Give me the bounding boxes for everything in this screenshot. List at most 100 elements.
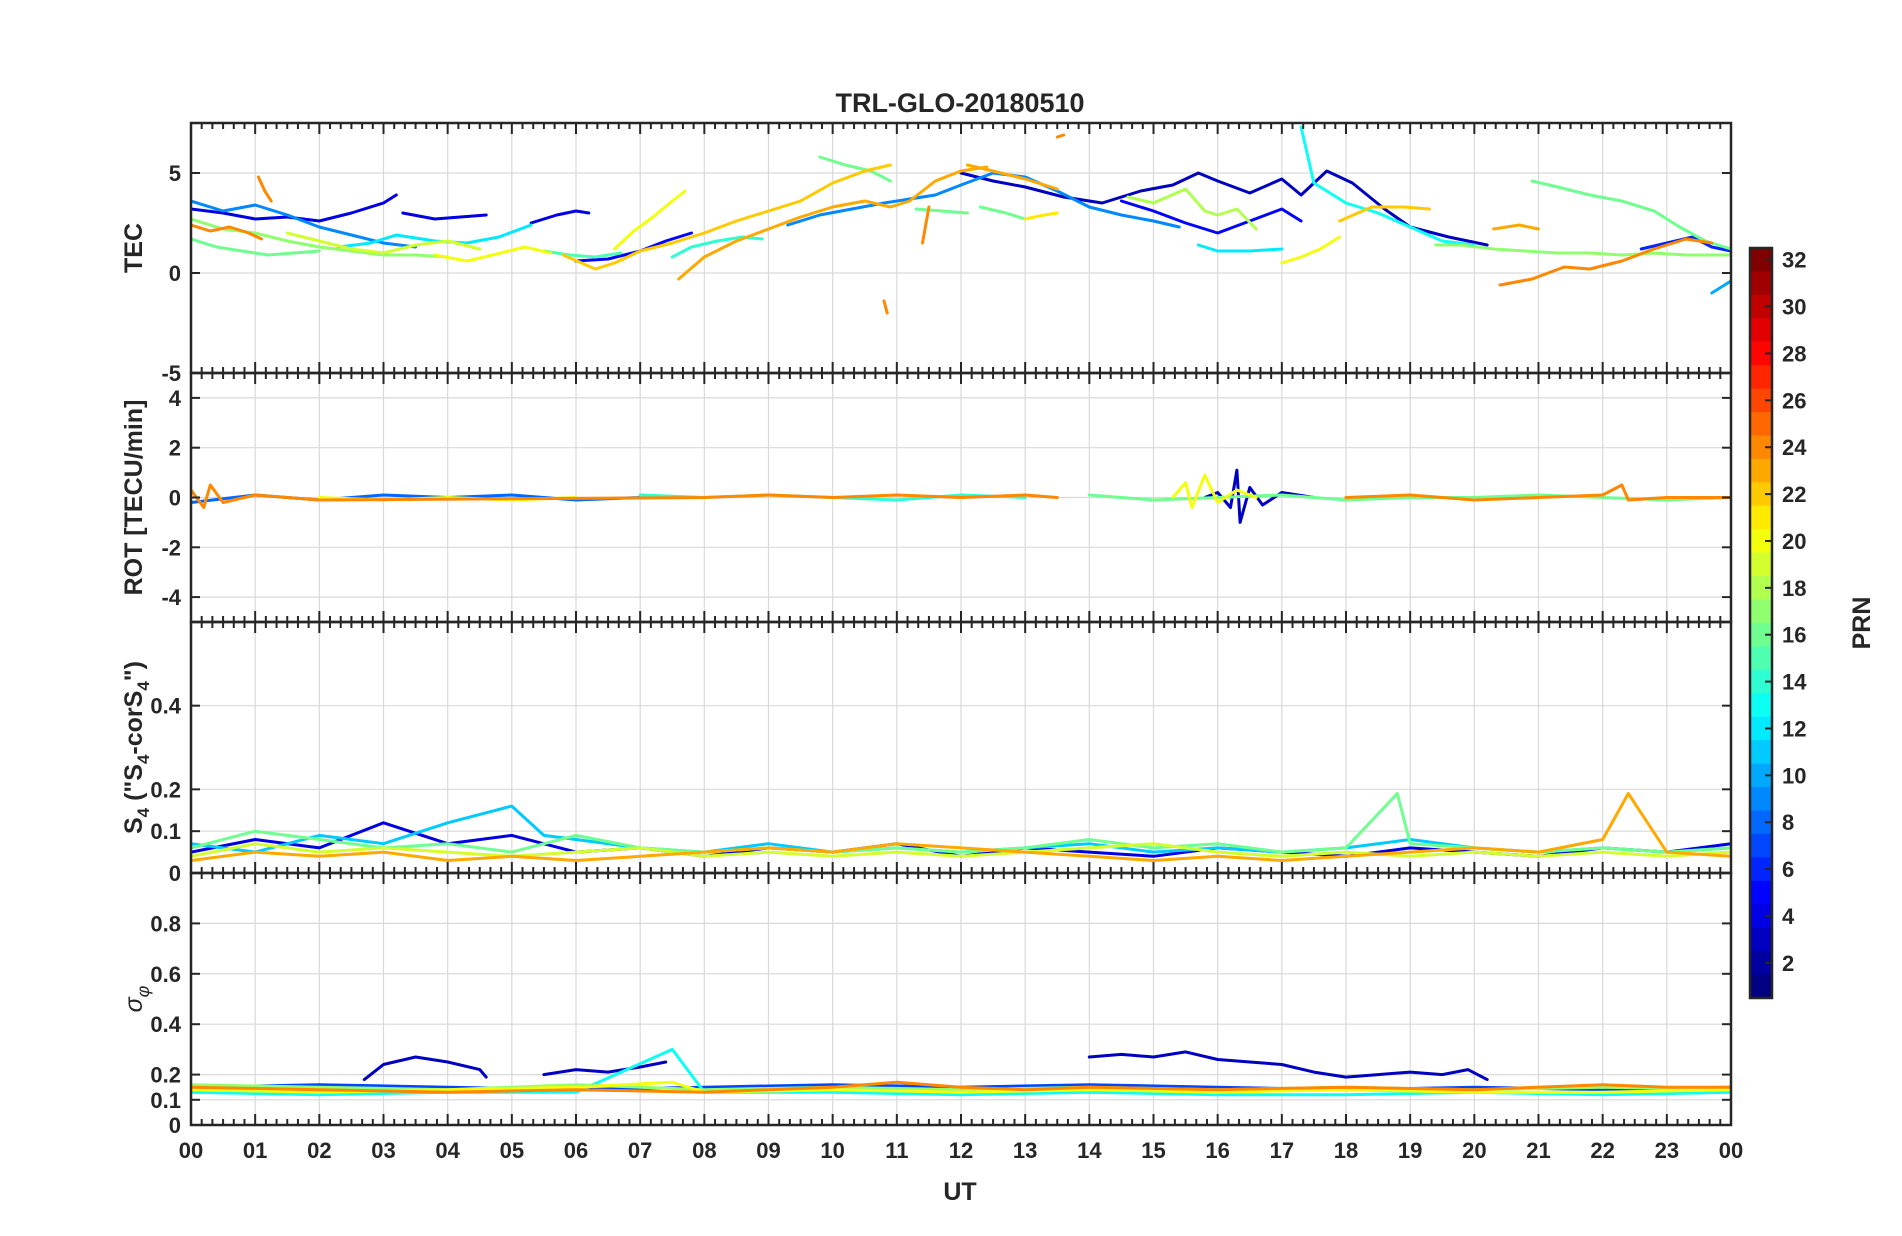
series-line-prn-5 (1119, 199, 1303, 235)
series-line-prn-4 (191, 193, 398, 223)
y-tick-label: -4 (161, 585, 181, 610)
y-tick-label: 0.8 (150, 911, 181, 936)
colorbar-tick-label: 20 (1782, 529, 1806, 554)
x-tick-label: 23 (1655, 1138, 1679, 1163)
colorbar-segment (1750, 880, 1772, 905)
series-line-prn-24 (191, 483, 1059, 509)
series-line-prn-13 (1299, 125, 1476, 247)
y-tick-label: 0.2 (150, 1063, 181, 1088)
colorbar-segment (1750, 482, 1772, 507)
series-line-prn-20 (1171, 473, 1258, 509)
colorbar-segment (1750, 341, 1772, 366)
x-tick-label: 05 (500, 1138, 524, 1163)
chart-title: TRL-GLO-20180510 (835, 88, 1084, 118)
y-tick-label: 0.4 (150, 1012, 181, 1037)
series-line-prn-17 (1434, 243, 1731, 257)
colorbar-segment (1750, 787, 1772, 812)
colorbar-segment (1750, 716, 1772, 741)
series-line-prn-3 (362, 1055, 488, 1082)
colorbar-segment (1750, 365, 1772, 390)
x-tick-label: 14 (1077, 1138, 1102, 1163)
traces-s4 (191, 792, 1731, 862)
series-line-prn-16 (978, 205, 1027, 221)
colorbar-segment (1750, 248, 1772, 273)
x-tick-labels: 00 01 02 03 04 05 06 07 08 09 10 11 12 13 14 15 16 17 18 19… (179, 1138, 1743, 1163)
x-tick-label: 20 (1462, 1138, 1486, 1163)
colorbar-tick-label: 32 (1782, 248, 1806, 273)
x-tick-label: 01 (243, 1138, 267, 1163)
x-tick-label: 04 (435, 1138, 460, 1163)
colorbar-segment (1750, 458, 1772, 483)
colorbar-tick-label: 8 (1782, 810, 1794, 835)
colorbar-tick-label: 4 (1782, 904, 1795, 929)
y-axis-label-tec: TEC (120, 223, 148, 273)
panel-s4: 0 0.1 0.2 0.4S4 ("S4-corS4") (120, 620, 1733, 886)
series-line-prn-6 (1639, 235, 1731, 253)
colorbar-segment (1750, 974, 1772, 999)
y-tick-label: 2 (169, 436, 181, 461)
x-tick-label: 13 (1013, 1138, 1037, 1163)
y-axis-label-s4: S4 ("S4-corS4") (120, 661, 153, 834)
colorbar-segment (1750, 857, 1772, 882)
y-tick-label: 0 (169, 261, 181, 286)
colorbar-segment (1750, 435, 1772, 460)
colorbar-segment (1750, 646, 1772, 671)
series-line-prn-23 (677, 165, 989, 281)
ticks-sigma_phi (190, 873, 1732, 1126)
series-line-prn-10 (1710, 279, 1731, 295)
colorbar-segment (1750, 740, 1772, 765)
colorbar-segment (1750, 810, 1772, 835)
x-tick-label: 17 (1270, 1138, 1294, 1163)
colorbar-segment (1750, 529, 1772, 554)
series-line-prn-16 (818, 155, 892, 183)
colorbar-tick-label: 24 (1782, 435, 1807, 460)
colorbar-tick-label: 18 (1782, 576, 1806, 601)
series-line-prn-21 (1023, 211, 1059, 221)
colorbar-tick-label: 6 (1782, 857, 1794, 882)
x-tick-label: 19 (1398, 1138, 1422, 1163)
series-line-prn-17 (191, 217, 450, 259)
x-tick-label: 07 (628, 1138, 652, 1163)
series-line-prn-24 (263, 189, 273, 203)
colorbar-segment (1750, 599, 1772, 624)
series-line-prn-22 (561, 163, 892, 271)
y-tick-label: -2 (161, 535, 181, 560)
colorbar-tick-label: 10 (1782, 763, 1806, 788)
x-axis-label: UT (943, 1178, 976, 1206)
x-tick-label: 02 (307, 1138, 331, 1163)
series-line-prn-20 (613, 189, 687, 251)
series-line-prn-20 (191, 1080, 1731, 1094)
y-tick-label: 0.4 (150, 694, 181, 719)
series-line-prn-15 (542, 249, 623, 259)
series-line-prn-12 (1196, 243, 1284, 253)
series-line-prn-19 (191, 842, 1731, 858)
colorbar-tick-label: 12 (1782, 716, 1806, 741)
colorbar-segment (1750, 552, 1772, 577)
x-tick-label: 16 (1205, 1138, 1229, 1163)
y-tick-label: 0 (169, 861, 181, 886)
series-line-prn-9 (786, 171, 1181, 229)
colorbar-segment (1750, 271, 1772, 296)
x-tick-label: 11 (885, 1138, 908, 1163)
series-line-prn-24 (1055, 133, 1066, 139)
colorbar-tick-label: 22 (1782, 482, 1806, 507)
series-line-prn-22 (1338, 205, 1431, 223)
colorbar-segment (1750, 318, 1772, 343)
colorbar-frame (1748, 246, 1774, 1000)
series-line-prn-23 (191, 792, 1731, 862)
x-tick-label: 00 (179, 1138, 203, 1163)
series-line-prn-24 (882, 299, 889, 315)
series-line-prn-24 (191, 1080, 1731, 1094)
panel-rot: -4 -2 0 2 4 ROT [TECU/min] (120, 371, 1733, 624)
x-tick-label: 08 (692, 1138, 716, 1163)
series-line-prn-4 (529, 209, 591, 225)
x-tick-label: 21 (1526, 1138, 1550, 1163)
series-line-prn-20 (433, 245, 552, 263)
y-tick-label: 0.2 (150, 777, 181, 802)
series-line-prn-3 (959, 169, 1489, 247)
y-tick-label: 0 (169, 486, 181, 511)
colorbar-segment (1750, 833, 1772, 858)
panel-sigma_phi: 00.10.2 0.4 0.6 0.8 σφ (120, 871, 1733, 1138)
